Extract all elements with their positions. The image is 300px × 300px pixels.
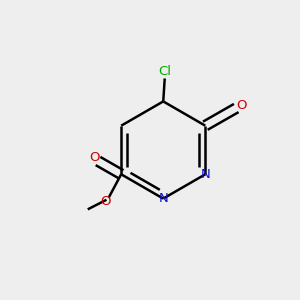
Text: O: O <box>236 99 247 112</box>
Text: O: O <box>100 195 110 208</box>
Text: Cl: Cl <box>158 65 171 79</box>
Text: O: O <box>89 151 100 164</box>
Text: N: N <box>158 192 168 205</box>
Text: N: N <box>200 168 210 181</box>
